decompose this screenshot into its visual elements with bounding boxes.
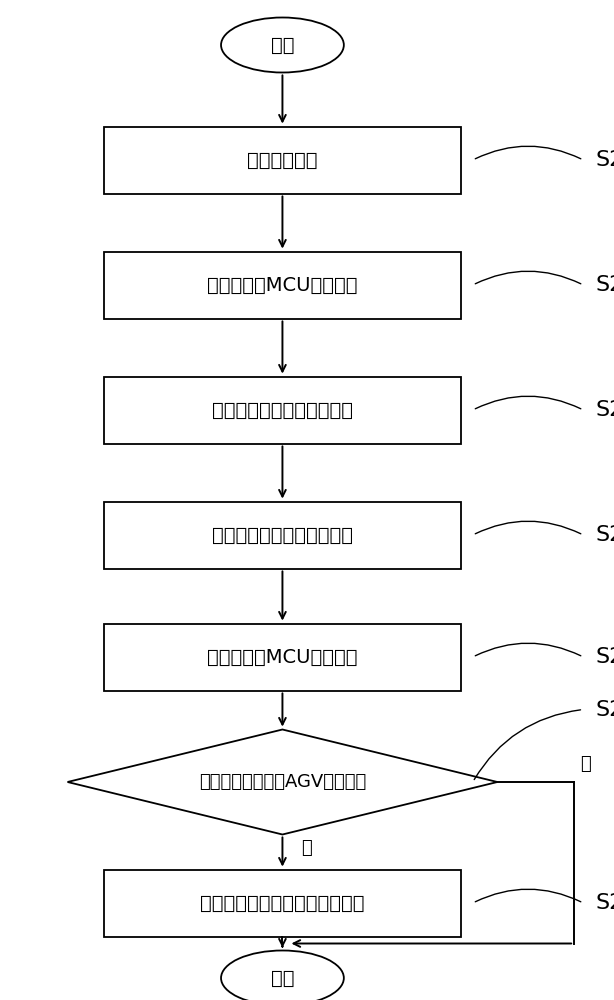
Text: 是: 是 [301, 838, 313, 856]
FancyBboxPatch shape [104, 251, 460, 318]
Text: 触发停止按鈕: 触发停止按鈕 [247, 150, 317, 169]
Ellipse shape [221, 950, 344, 1000]
Text: S207: S207 [596, 893, 614, 913]
FancyBboxPatch shape [104, 502, 460, 568]
Text: 结束: 结束 [271, 968, 294, 988]
Text: 开始: 开始 [271, 35, 294, 54]
Text: S206: S206 [596, 700, 614, 719]
Text: 车载模组的MCU进行解码: 车载模组的MCU进行解码 [207, 648, 358, 666]
FancyBboxPatch shape [104, 869, 460, 936]
Text: S202: S202 [596, 275, 614, 295]
Text: 分析判断单元判断AGV是否停止: 分析判断单元判断AGV是否停止 [199, 773, 366, 791]
Text: 控制模组的MCU进行编码: 控制模组的MCU进行编码 [207, 275, 358, 294]
Text: S204: S204 [596, 525, 614, 545]
Text: S205: S205 [596, 647, 614, 667]
FancyBboxPatch shape [104, 126, 460, 194]
Ellipse shape [221, 17, 344, 73]
Text: S203: S203 [596, 400, 614, 420]
Text: 信号发送单元发送停止控制信号: 信号发送单元发送停止控制信号 [200, 894, 365, 912]
Text: S201: S201 [596, 150, 614, 170]
Text: 否: 否 [580, 755, 591, 773]
Text: 信号接收单元接收指令信号: 信号接收单元接收指令信号 [212, 526, 353, 544]
Polygon shape [68, 730, 497, 834]
FancyBboxPatch shape [104, 624, 460, 690]
Text: 指令发送单元发送指令信号: 指令发送单元发送指令信号 [212, 400, 353, 420]
FancyBboxPatch shape [104, 376, 460, 444]
